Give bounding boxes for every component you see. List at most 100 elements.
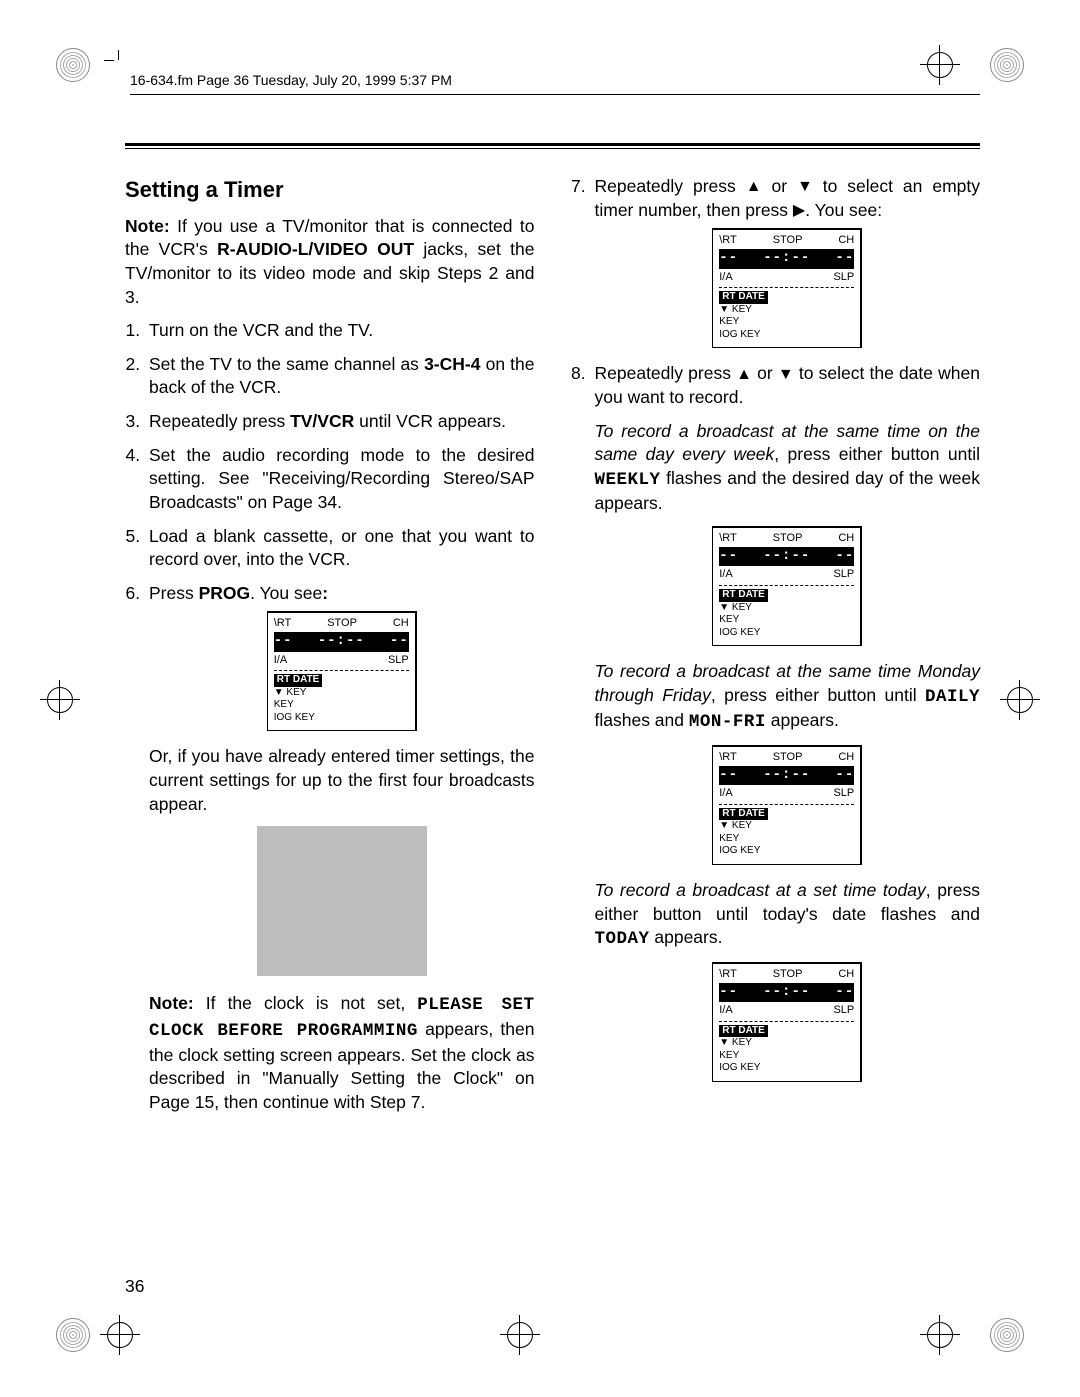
disp-dash-l: -- [719,548,738,566]
weekly-para: To record a broadcast at the same time o… [595,420,981,517]
daily-c: appears. [766,710,839,730]
disp-key: KEY [719,1050,739,1061]
disp-down-key: ▼ KEY [719,1037,752,1048]
today-b: appears. [650,927,723,947]
left-column: Setting a Timer Note: If you use a TV/mo… [125,175,535,1277]
decoration-rosette [990,48,1024,82]
decoration-rosette [990,1318,1024,1352]
disp-iog: IOG KEY [719,845,760,856]
disp-stop: STOP [773,751,803,765]
step-6: Press PROG. You see: \RTSTOPCH ----:----… [145,582,535,1115]
right-column: Repeatedly press ▲ or ▼ to select an emp… [571,175,981,1277]
step6-bold: PROG [199,583,251,603]
disp-ia: I/A [274,654,287,668]
disp-dash-r: -- [835,250,854,268]
disp-dash-line [719,1021,854,1022]
disp-sub: RT DATE ▼ KEY KEY IOG KEY [274,674,409,724]
disp-dash-r: -- [390,633,409,651]
step6a: Press [149,583,199,603]
disp-down-key: ▼ KEY [274,687,307,698]
disp-dash-m: --:-- [763,984,810,1002]
registration-mark [40,680,80,720]
vcr-display-figure: \RTSTOPCH ----:---- I/ASLP RT DATE ▼ KEY… [712,745,862,865]
disp-rt-date: RT DATE [719,1025,768,1038]
step-3: Repeatedly press TV/VCR until VCR appear… [145,410,535,434]
daily-para: To record a broadcast at the same time M… [595,660,981,735]
disp-rt: \RT [719,968,737,982]
disp-sub: RT DATE ▼ KEY KEY IOG KEY [719,1025,854,1075]
disp-iog: IOG KEY [719,627,760,638]
disp-key: KEY [274,699,294,710]
disp-dash-m: --:-- [318,633,365,651]
disp-dash-r: -- [835,548,854,566]
step-2: Set the TV to the same channel as 3-CH-4… [145,353,535,400]
disp-dash-l: -- [719,984,738,1002]
disp-rt: \RT [719,751,737,765]
disp-rt-date: RT DATE [274,674,323,687]
registration-mark [1000,680,1040,720]
step-1: Turn on the VCR and the TV. [145,319,535,343]
clock-note: Note: If the clock is not set, PLEASE SE… [149,992,535,1114]
disp-ia: I/A [719,1004,732,1018]
disp-rt-date: RT DATE [719,808,768,821]
step7a: Repeatedly press [595,176,746,196]
disp-dash-m: --:-- [763,767,810,785]
disp-ch: CH [393,617,409,631]
disp-down-key: ▼ KEY [719,602,752,613]
page-number: 36 [125,1276,144,1297]
step6b: . You see [250,583,322,603]
down-triangle-icon: ▼ [797,179,813,195]
disp-dash-l: -- [719,767,738,785]
step6-colon: : [322,583,328,603]
disp-iog: IOG KEY [719,329,760,340]
disp-iog: IOG KEY [274,712,315,723]
step6-after: Or, if you have already entered timer se… [149,745,535,816]
disp-iog: IOG KEY [719,1062,760,1073]
step3b: until VCR appears. [354,411,506,431]
page-header: 16-634.fm Page 36 Tuesday, July 20, 1999… [130,72,980,88]
disp-dash-line [274,670,409,671]
vcr-display-figure: \RTSTOPCH ----:---- I/ASLP RT DATE ▼ KEY… [712,228,862,348]
crop-tick [104,60,114,61]
up-triangle-icon: ▲ [736,367,752,383]
note-label: Note: [149,993,194,1013]
intro-note-bold: R-AUDIO-L/VIDEO OUT [217,239,414,259]
disp-stop: STOP [327,617,357,631]
step8a: Repeatedly press [595,363,737,383]
disp-sub: RT DATE ▼ KEY KEY IOG KEY [719,291,854,341]
disp-rt: \RT [719,234,737,248]
step3a: Repeatedly press [149,411,290,431]
intro-note: Note: If you use a TV/monitor that is co… [125,215,535,310]
decoration-rosette [56,48,90,82]
disp-down-key: ▼ KEY [719,820,752,831]
disp-sub: RT DATE ▼ KEY KEY IOG KEY [719,808,854,858]
disp-dash-l: -- [274,633,293,651]
weekly-a: , press either button until [774,444,980,464]
daily-a: , press either button until [711,685,925,705]
disp-stop: STOP [773,968,803,982]
disp-slp: SLP [833,568,854,582]
disp-rt-date: RT DATE [719,589,768,602]
disp-rt: \RT [719,532,737,546]
disp-slp: SLP [833,1004,854,1018]
down-triangle-icon: ▼ [778,367,794,383]
disp-dash-line [719,287,854,288]
note-label: Note: [125,216,170,236]
registration-mark [500,1315,540,1355]
disp-ch: CH [838,234,854,248]
step-5: Load a blank cassette, or one that you w… [145,525,535,572]
clock-note-1: If the clock is not set, [194,993,418,1013]
content-area: Setting a Timer Note: If you use a TV/mo… [125,175,980,1277]
decoration-rosette [56,1318,90,1352]
daily-mono2: MON-FRI [689,712,766,732]
disp-key: KEY [719,316,739,327]
weekly-mono: WEEKLY [595,470,661,490]
registration-mark [100,1315,140,1355]
disp-dash-line [719,585,854,586]
today-mono: TODAY [595,929,650,949]
step-4: Set the audio recording mode to the desi… [145,444,535,515]
steps-list-left: Turn on the VCR and the TV. Set the TV t… [125,319,535,1114]
step-7: Repeatedly press ▲ or ▼ to select an emp… [591,175,981,348]
step2-bold: 3-CH-4 [424,354,480,374]
disp-ch: CH [838,751,854,765]
